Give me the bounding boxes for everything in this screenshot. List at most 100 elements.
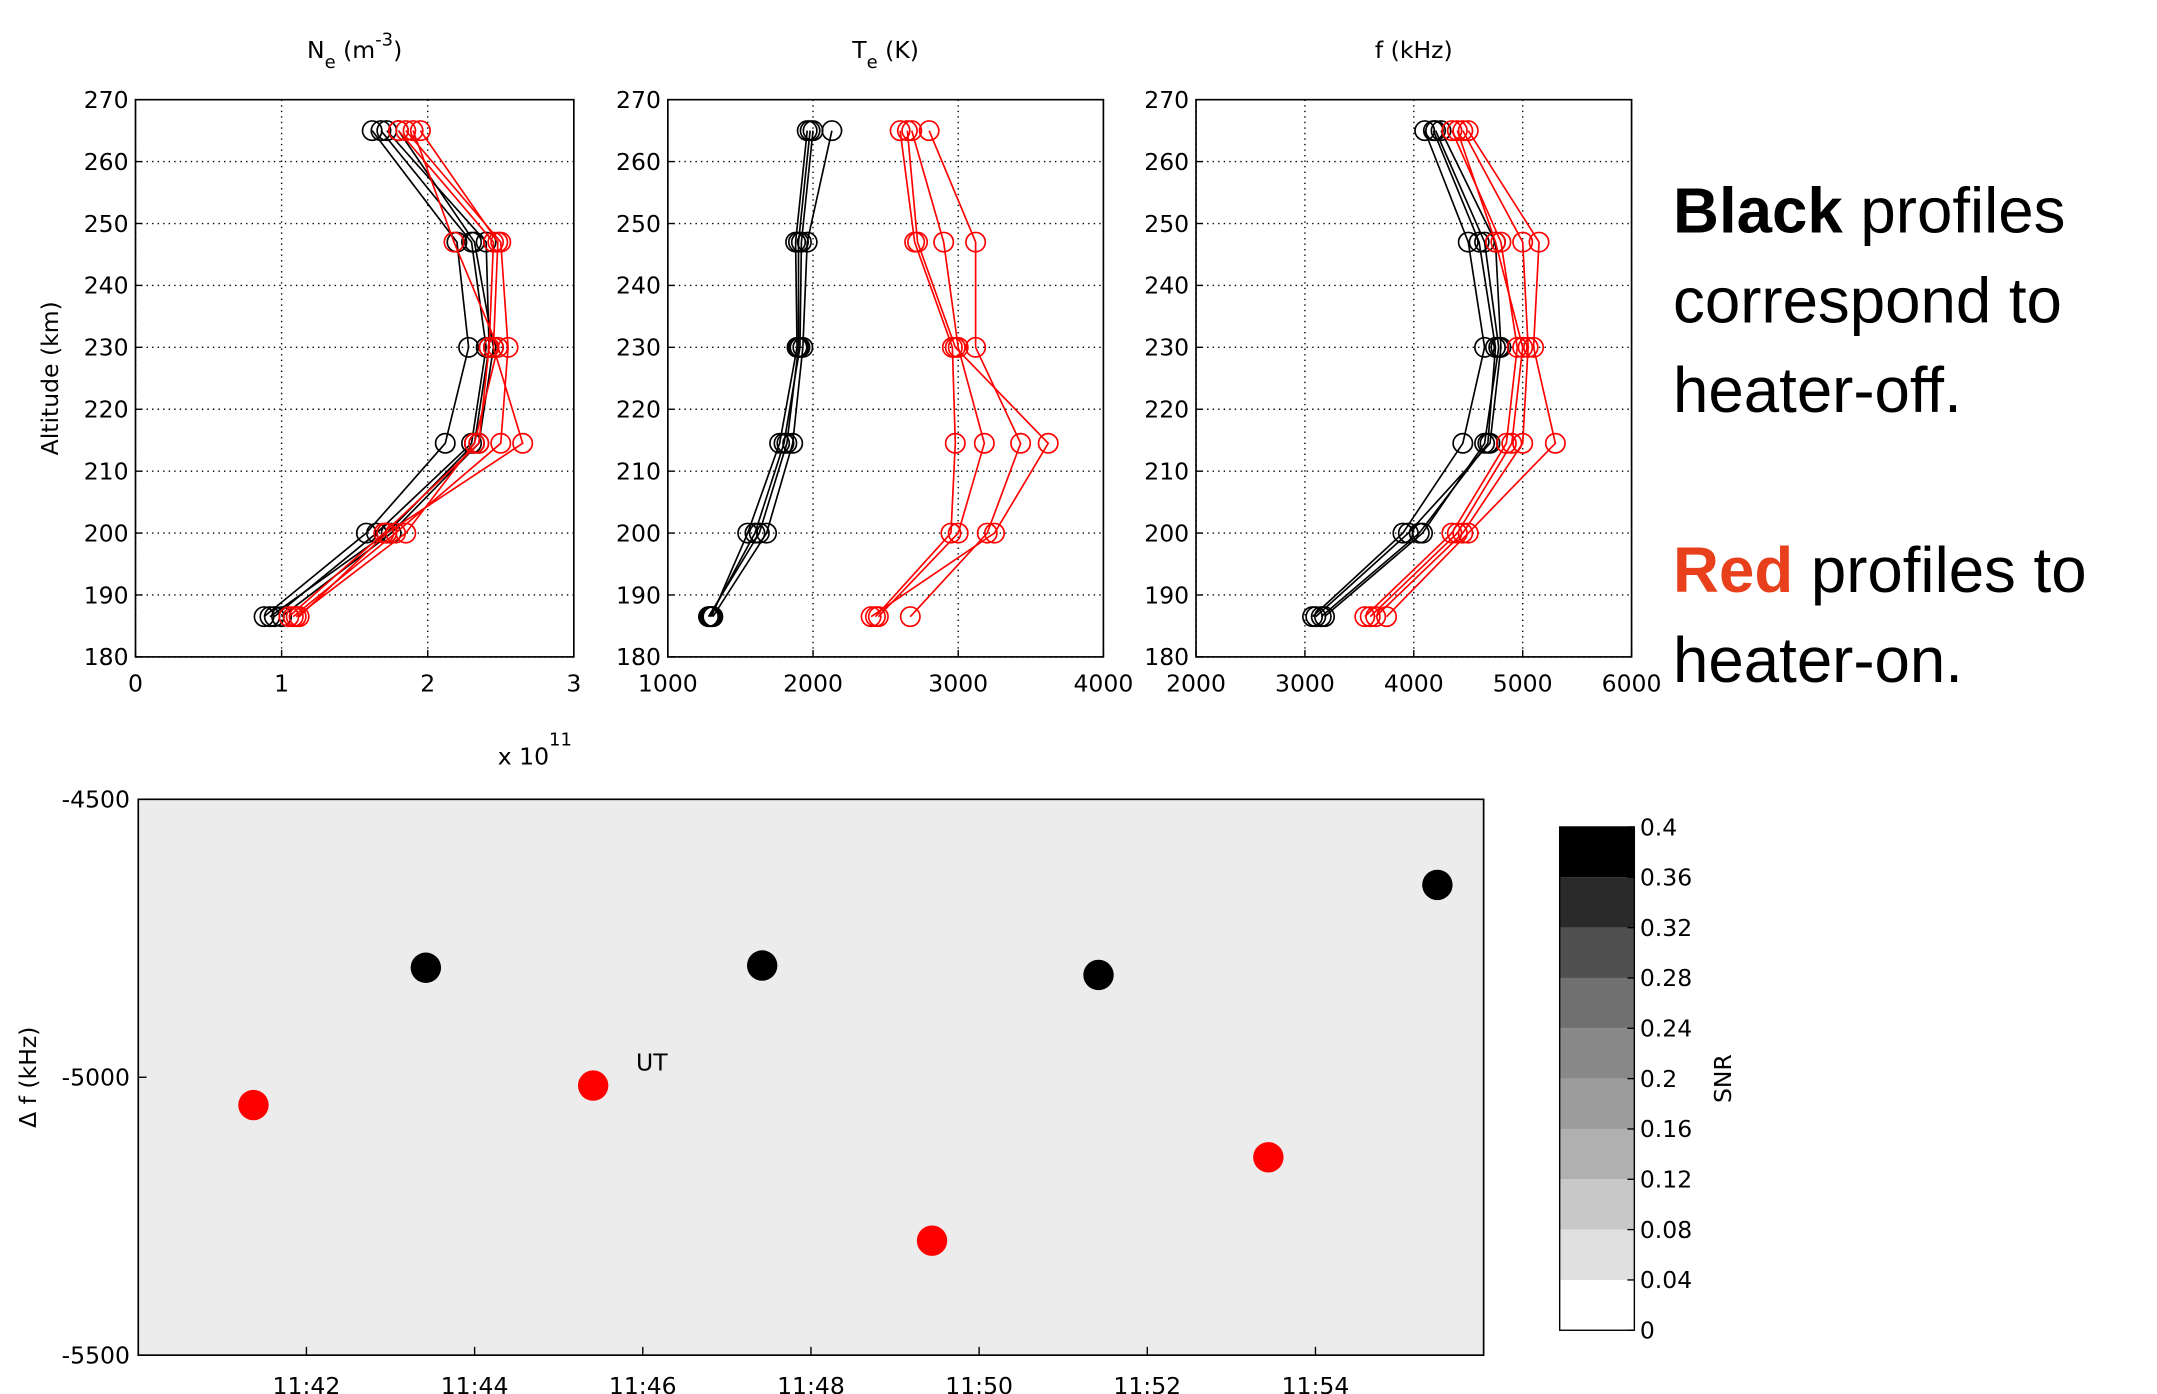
profile-marker <box>796 231 818 253</box>
y-tick-label: 250 <box>616 210 661 238</box>
y-axis-label: Δ f (kHz) <box>14 1027 42 1128</box>
plot-frame <box>667 98 1105 658</box>
note-text: correspond to <box>1673 265 2062 336</box>
title-part: -3 <box>375 30 393 51</box>
dot <box>1253 1142 1284 1173</box>
profile-marker <box>965 336 987 358</box>
note-text: heater-off. <box>1673 355 1962 426</box>
y-tick-label: 200 <box>616 519 661 547</box>
y-tick-label: 180 <box>84 643 129 671</box>
plot-frame <box>1195 98 1633 658</box>
x-tick-label: 11:46 <box>609 1372 677 1394</box>
profile-marker <box>899 606 921 628</box>
x-tick-label: 4000 <box>1073 669 1133 697</box>
x-tick-label: 11:42 <box>273 1372 341 1394</box>
colorbar-level <box>1559 1229 1635 1280</box>
profile-marker <box>947 522 969 544</box>
profile-marker <box>901 120 923 142</box>
y-tick-label: 190 <box>1144 581 1189 609</box>
plot-frame <box>134 98 575 658</box>
colorbar-label: SNR <box>1709 1054 1737 1103</box>
x-tick-label: 11:44 <box>441 1372 509 1394</box>
note-line: Black profiles <box>1673 175 2065 246</box>
profile-line <box>295 130 499 618</box>
y-tick-label: 190 <box>84 581 129 609</box>
profile-marker <box>1359 606 1381 628</box>
profile-marker <box>748 522 770 544</box>
note-text: heater-on. <box>1673 625 1963 696</box>
profile-marker <box>867 606 889 628</box>
profile-marker <box>380 522 402 544</box>
x-tick-label: 1 <box>274 669 289 697</box>
colorbar-level <box>1559 1028 1635 1079</box>
profile-marker <box>1457 120 1479 142</box>
colorbar-level <box>1559 1179 1635 1230</box>
note-line: heater-on. <box>1673 625 1963 696</box>
title-part: N <box>307 36 325 64</box>
profile-marker <box>940 522 962 544</box>
profile-marker <box>744 522 766 544</box>
title-part: ) <box>393 36 402 64</box>
profile-marker <box>402 120 424 142</box>
note-line: Red profiles to <box>1673 535 2087 606</box>
profile-line <box>1385 130 1557 618</box>
x-tick-label: 11:52 <box>1113 1372 1181 1394</box>
y-tick-label: 190 <box>616 581 661 609</box>
profile-line <box>707 130 811 618</box>
note-line: heater-off. <box>1673 355 1962 426</box>
colorbar-level <box>1559 927 1635 978</box>
profile-line <box>298 130 524 618</box>
profile-line <box>1369 130 1524 618</box>
x-tick-label: 3000 <box>928 669 988 697</box>
profile-marker <box>1446 120 1468 142</box>
x-tick-label: 6000 <box>1602 669 1662 697</box>
profile-marker <box>1506 336 1528 358</box>
profile-marker <box>1457 522 1479 544</box>
y-tick-label: 220 <box>1144 396 1189 424</box>
y-tick-label: 230 <box>616 334 661 362</box>
dot <box>1422 869 1453 901</box>
profile-marker <box>1422 120 1444 142</box>
profile-marker <box>1310 606 1332 628</box>
title-part: T <box>851 36 867 64</box>
x-tick-label: 11:54 <box>1282 1372 1350 1394</box>
profile-line <box>273 130 487 618</box>
x-tick-label: 2000 <box>1166 669 1226 697</box>
profile-line <box>1375 130 1529 618</box>
colorbar-level <box>1559 826 1635 878</box>
profile-marker <box>944 336 966 358</box>
profile-marker <box>1512 336 1534 358</box>
profile-marker <box>487 231 509 253</box>
profile-marker <box>443 231 465 253</box>
profile-marker <box>1477 432 1499 454</box>
y-tick-label: 200 <box>84 519 129 547</box>
y-tick-label: -5000 <box>62 1064 130 1092</box>
profile-marker <box>860 606 882 628</box>
profile-marker <box>782 432 804 454</box>
profile-marker <box>1354 606 1376 628</box>
profile-line <box>1311 130 1486 618</box>
profile-marker <box>1468 231 1490 253</box>
colorbar-tick-label: 0.2 <box>1640 1065 1677 1093</box>
y-tick-label: 240 <box>1144 272 1189 300</box>
y-axis-label: Altitude (km) <box>36 301 64 455</box>
title-part: e <box>867 52 878 73</box>
profile-marker <box>1501 432 1523 454</box>
colorbar-tick-label: 0.04 <box>1640 1266 1692 1294</box>
dot <box>238 1089 269 1121</box>
profile-marker <box>821 120 843 142</box>
y-tick-label: 240 <box>84 272 129 300</box>
profile-line <box>874 130 957 618</box>
profile-marker <box>1512 432 1534 454</box>
profile-marker <box>490 432 512 454</box>
x-scale-exponent: 11 <box>549 729 572 750</box>
profile-marker <box>1408 522 1430 544</box>
colorbar-level <box>1559 877 1635 928</box>
profile-line <box>712 130 833 618</box>
profile-marker <box>1523 336 1545 358</box>
profile-marker <box>1446 522 1468 544</box>
y-tick-label: 240 <box>616 272 661 300</box>
profile-marker <box>1365 606 1387 628</box>
title-part: (K) <box>878 36 919 64</box>
y-tick-label: 260 <box>1144 148 1189 176</box>
